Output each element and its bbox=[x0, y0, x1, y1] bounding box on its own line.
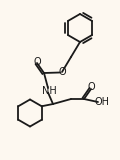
Text: OH: OH bbox=[95, 97, 110, 107]
Text: O: O bbox=[87, 82, 95, 92]
Text: O: O bbox=[58, 67, 66, 77]
Text: O: O bbox=[33, 56, 41, 67]
Text: NH: NH bbox=[42, 85, 56, 96]
